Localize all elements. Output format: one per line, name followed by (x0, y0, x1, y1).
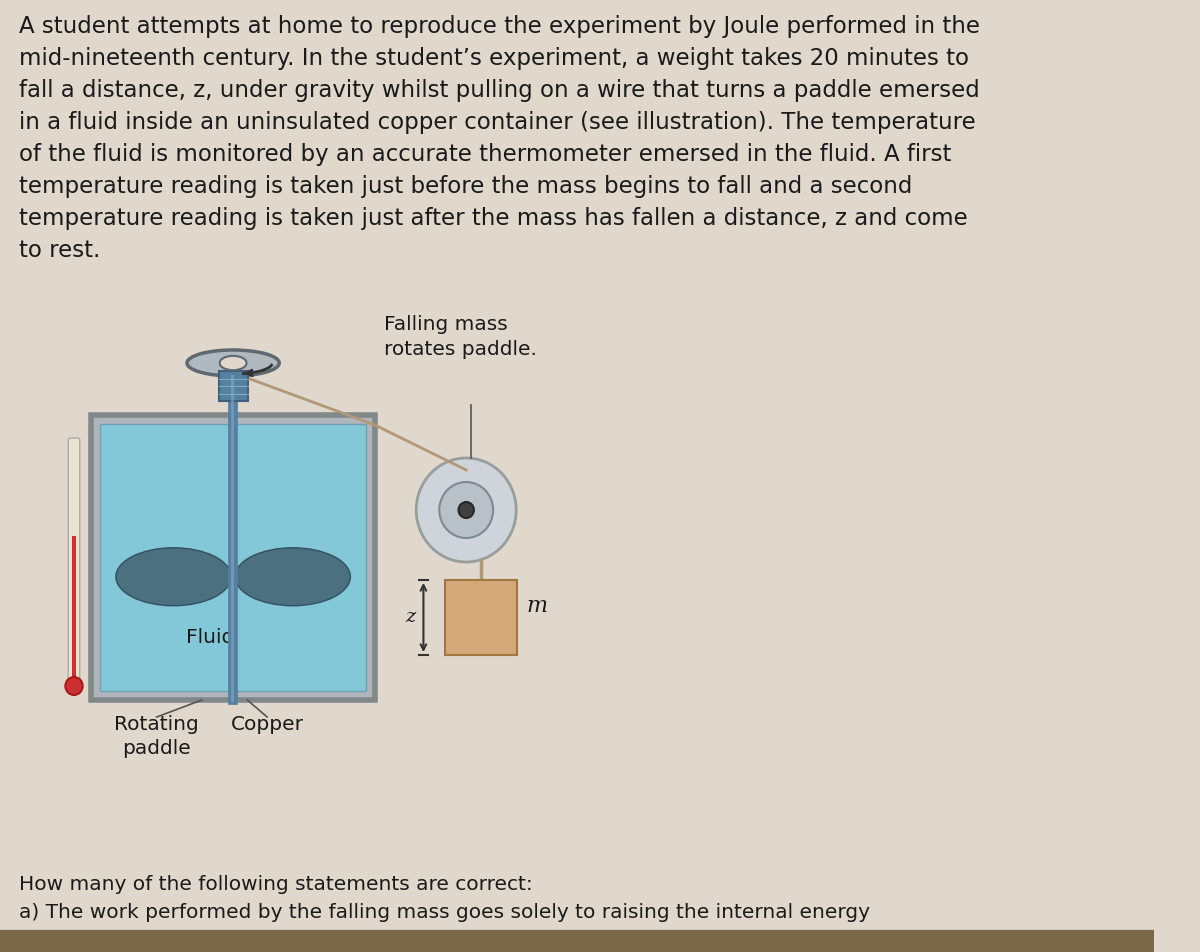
Bar (0, 930, 1153, 952)
Circle shape (65, 677, 83, 695)
Circle shape (416, 458, 516, 562)
FancyBboxPatch shape (68, 438, 79, 682)
Text: Rotating
paddle: Rotating paddle (114, 715, 199, 758)
Bar (218, 371, 247, 401)
Text: m: m (527, 595, 547, 617)
Bar (444, 580, 517, 655)
Ellipse shape (235, 547, 350, 605)
Bar (100, 424, 366, 691)
Ellipse shape (187, 350, 280, 376)
Text: A student attempts at home to reproduce the experiment by Joule performed in the: A student attempts at home to reproduce … (19, 15, 980, 262)
Ellipse shape (220, 356, 246, 370)
Text: Copper: Copper (230, 715, 304, 734)
Text: a) The work performed by the falling mass goes solely to raising the internal en: a) The work performed by the falling mas… (19, 903, 870, 922)
Ellipse shape (116, 547, 232, 605)
Circle shape (458, 502, 474, 518)
Bar (91, 415, 374, 700)
Text: How many of the following statements are correct:: How many of the following statements are… (19, 875, 533, 894)
Circle shape (439, 482, 493, 538)
Text: Fluid: Fluid (186, 627, 234, 646)
Text: z: z (404, 608, 415, 626)
Bar (72, 536, 76, 680)
Text: Falling mass
rotates paddle.: Falling mass rotates paddle. (384, 315, 538, 359)
